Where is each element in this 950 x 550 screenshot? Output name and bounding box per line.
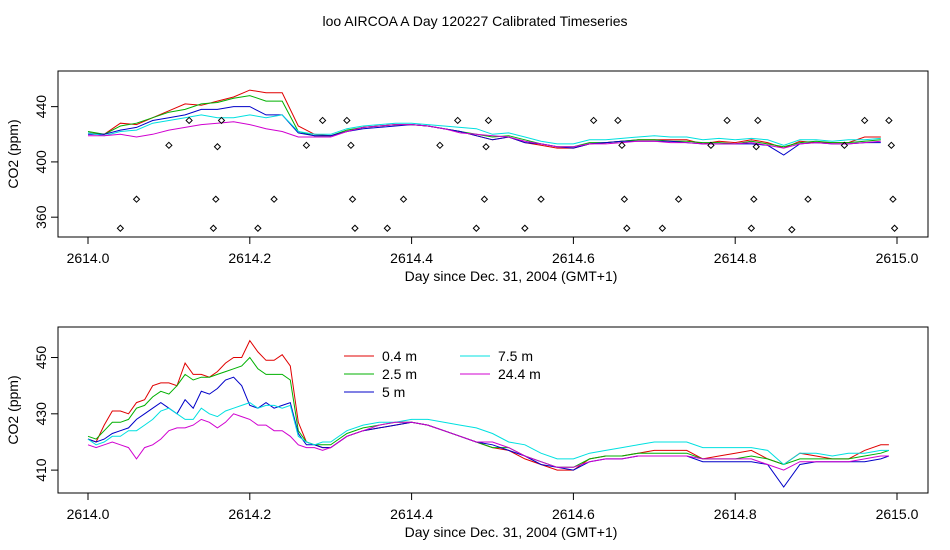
series-line-7-5m: [87, 114, 881, 146]
data-marker: [887, 141, 896, 150]
series-line-2-5m: [87, 95, 881, 148]
data-marker: [623, 224, 631, 232]
series-line-7-5m: [87, 402, 889, 466]
x-tick-label: 2614.4: [390, 506, 433, 522]
x-axis-label: Day since Dec. 31, 2004 (GMT+1): [405, 524, 618, 540]
data-marker: [318, 116, 327, 125]
legend-label: 0.4 m: [382, 348, 417, 364]
x-tick-label: 2614.4: [390, 250, 433, 266]
data-marker: [209, 224, 218, 232]
data-marker: [890, 224, 899, 232]
data-marker: [614, 116, 622, 125]
data-marker: [116, 224, 125, 232]
bottom-panel: 2614.0 2614.2 2614.4 2614.6 2614.8 2615.0 410 4…: [5, 326, 929, 540]
data-marker: [132, 195, 141, 203]
y-axis-label: CO2 (ppm): [5, 375, 21, 444]
data-marker: [343, 116, 351, 125]
series-line-24-4m: [88, 121, 881, 149]
x-tick-label: 2615.0: [876, 506, 919, 522]
data-marker: [351, 224, 359, 232]
data-marker: [589, 116, 598, 125]
data-marker: [885, 116, 893, 125]
data-marker: [472, 224, 481, 232]
legend-label: 7.5 m: [498, 348, 533, 364]
data-marker: [383, 224, 392, 232]
data-marker: [480, 195, 489, 203]
legend-label: 2.5 m: [382, 366, 417, 382]
data-marker: [302, 141, 311, 150]
legend-label: 5 m: [382, 384, 405, 400]
data-marker: [537, 195, 545, 203]
data-marker: [165, 141, 173, 150]
data-marker: [658, 224, 667, 232]
y-axis-label: CO2 (ppm): [5, 119, 21, 188]
data-marker: [254, 224, 262, 232]
x-tick-label: 2614.2: [228, 250, 271, 266]
legend: 0.4 m 2.5 m 5 m 7.5 m 24.4 m: [344, 348, 541, 400]
y-tick-label: 400: [33, 150, 49, 174]
y-tick-label: 430: [33, 402, 49, 426]
x-tick-label: 2614.8: [714, 506, 757, 522]
series-line-24-4m: [87, 413, 889, 471]
plot-frame: [57, 326, 929, 494]
data-marker: [889, 195, 897, 203]
data-marker: [618, 141, 626, 150]
x-tick-label: 2614.0: [67, 506, 110, 522]
x-axis-label: Day since Dec. 31, 2004 (GMT+1): [405, 268, 618, 284]
plot-frame: [57, 70, 929, 238]
series-line-5m: [88, 106, 881, 156]
data-marker: [840, 141, 849, 150]
data-marker: [484, 116, 493, 125]
data-marker: [482, 143, 490, 151]
y-tick-label: 450: [33, 346, 49, 370]
data-marker: [185, 116, 193, 125]
x-tick-label: 2614.0: [67, 250, 110, 266]
x-tick-label: 2615.0: [876, 250, 919, 266]
x-tick-label: 2614.8: [714, 250, 757, 266]
data-marker: [723, 116, 731, 125]
data-marker: [217, 116, 226, 125]
data-marker: [750, 195, 758, 203]
data-marker: [754, 116, 762, 125]
top-panel: 2614.0 2614.2 2614.4 2614.6 2614.8 2615.0 360 4…: [5, 70, 929, 284]
data-marker: [270, 195, 278, 203]
data-marker: [707, 141, 715, 150]
x-tick-label: 2614.6: [552, 506, 595, 522]
data-marker: [521, 224, 529, 232]
data-marker: [747, 224, 756, 232]
figure-title: loo AIRCOA A Day 120227 Calibrated Times…: [322, 13, 627, 29]
data-marker: [860, 116, 869, 125]
data-marker: [399, 195, 408, 203]
data-marker: [212, 195, 220, 203]
x-tick-label: 2614.6: [552, 250, 595, 266]
data-marker: [348, 195, 357, 203]
data-marker: [804, 195, 812, 203]
x-tick-label: 2614.2: [228, 506, 271, 522]
data-marker: [674, 195, 683, 203]
data-marker: [752, 143, 760, 151]
data-marker: [347, 141, 355, 150]
legend-label: 24.4 m: [498, 366, 541, 382]
y-tick-label: 440: [33, 95, 49, 119]
data-marker: [436, 141, 444, 150]
series-line-0-4m: [87, 339, 889, 471]
data-marker: [213, 143, 222, 151]
y-tick-label: 410: [33, 458, 49, 482]
data-marker: [454, 116, 462, 125]
y-tick-label: 360: [33, 205, 49, 229]
data-marker: [788, 225, 796, 234]
data-marker: [620, 195, 629, 203]
